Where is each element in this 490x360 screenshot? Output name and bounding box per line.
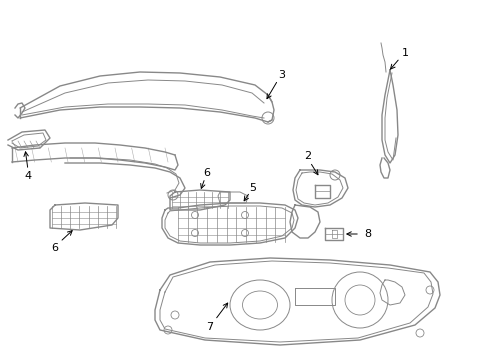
Text: 3: 3 — [278, 70, 286, 80]
Text: 6: 6 — [51, 243, 58, 253]
Text: 5: 5 — [249, 183, 256, 193]
Text: 8: 8 — [365, 229, 371, 239]
Text: 4: 4 — [24, 171, 31, 181]
Text: 7: 7 — [206, 322, 214, 332]
Text: 1: 1 — [401, 48, 409, 58]
Text: 6: 6 — [203, 168, 211, 178]
Text: 2: 2 — [304, 151, 312, 161]
